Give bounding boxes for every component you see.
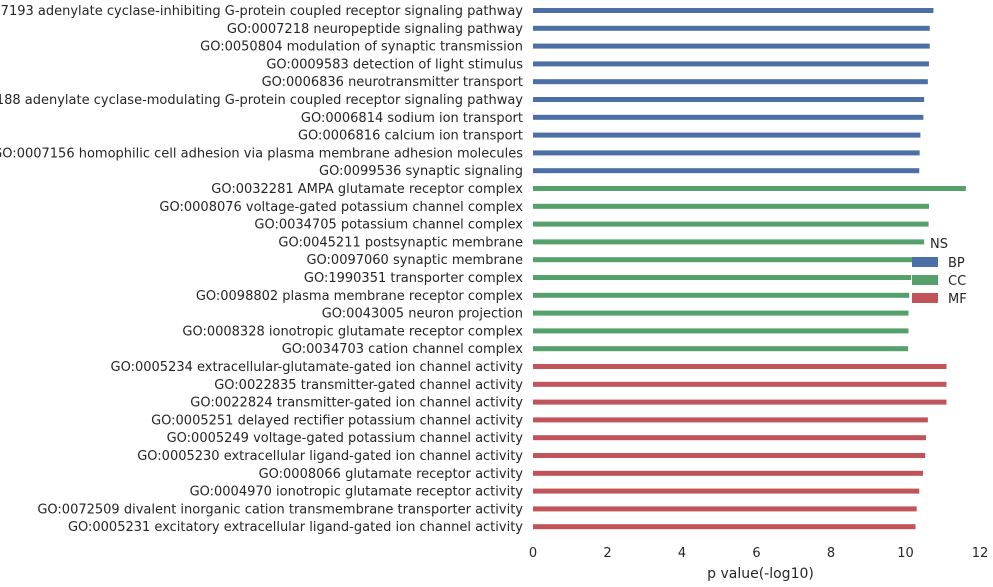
bar-bp (533, 132, 921, 138)
bar-bp (533, 8, 934, 13)
bar-mf (533, 453, 926, 458)
category-label: GO:0072509 divalent inorganic cation tra… (37, 502, 523, 517)
bar-bp (533, 114, 924, 120)
x-tick-label: 12 (972, 546, 989, 561)
bar-cc (533, 275, 912, 280)
bar-mf (533, 488, 920, 494)
category-label: GO:0007188 adenylate cyclase-modulating … (0, 93, 523, 108)
bar-bp (533, 79, 928, 85)
bar-cc (533, 203, 929, 209)
legend-label-bp: BP (948, 256, 965, 271)
x-tick-label: 8 (827, 546, 835, 561)
category-label: GO:0006814 sodium ion transport (301, 111, 523, 126)
bar-cc (533, 221, 929, 227)
category-label: GO:0005234 extracellular-glutamate-gated… (111, 360, 524, 375)
bar-cc (533, 239, 925, 245)
bar-bp (533, 97, 925, 102)
x-tick-label: 10 (897, 546, 914, 561)
category-label: GO:0005249 voltage-gated potassium chann… (167, 431, 524, 446)
bar-bp (533, 61, 929, 67)
x-axis-title: p value(-log10) (707, 566, 814, 582)
bar-cc (533, 292, 910, 298)
category-label: GO:0008066 glutamate receptor activity (259, 467, 524, 482)
x-axis-ticks: 0 2 4 6 8 10 12 (529, 546, 988, 561)
legend: NS BP CC MF (912, 237, 967, 307)
legend-title: NS (930, 237, 948, 252)
bar-bp (533, 25, 930, 31)
category-label: GO:0043005 neuron projection (322, 307, 523, 322)
category-label: GO:0007156 homophilic cell adhesion via … (0, 146, 523, 161)
category-label: GO:0005251 delayed rectifier potassium c… (151, 413, 523, 428)
bar-mf (533, 417, 928, 423)
category-label: GO:0005230 extracellular ligand-gated io… (137, 449, 523, 464)
legend-swatch-bp (912, 257, 938, 267)
category-label: GO:0006816 calcium ion transport (298, 129, 523, 144)
category-label: GO:0007218 neuropeptide signaling pathwa… (227, 22, 523, 37)
bars-layer (533, 8, 966, 530)
bar-mf (533, 399, 947, 405)
bar-mf (533, 381, 947, 387)
category-label: GO:0099536 synaptic signaling (319, 164, 523, 179)
category-label: GO:0006836 neurotransmitter transport (262, 75, 523, 90)
bar-bp (533, 43, 930, 49)
legend-label-mf: MF (948, 292, 967, 307)
x-tick-label: 6 (752, 546, 760, 561)
bar-mf (533, 506, 917, 512)
bar-cc (533, 328, 909, 334)
bar-bp (533, 168, 920, 174)
category-label: GO:0008328 ionotropic glutamate receptor… (182, 324, 523, 339)
category-label: GO:0050804 modulation of synaptic transm… (200, 40, 523, 55)
category-label: GO:0005231 excitatory extracellular liga… (68, 520, 523, 535)
category-label: GO:0009583 detection of light stimulus (266, 57, 523, 72)
bar-bp (533, 150, 920, 156)
category-label: GO:0098802 plasma membrane receptor comp… (196, 289, 523, 304)
legend-label-cc: CC (948, 274, 966, 289)
x-tick-label: 0 (529, 546, 537, 561)
legend-swatch-cc (912, 275, 938, 285)
category-label: GO:0022824 transmitter-gated ion channel… (190, 396, 523, 411)
x-tick-label: 2 (603, 546, 611, 561)
bar-mf (533, 435, 926, 441)
category-label: GO:0022835 transmitter-gated channel act… (214, 378, 523, 393)
category-label: GO:0097060 synaptic membrane (306, 253, 523, 268)
bar-mf (533, 470, 924, 476)
category-labels: GO:0007193 adenylate cyclase-inhibiting … (0, 4, 523, 535)
x-tick-label: 4 (678, 546, 686, 561)
bar-cc (533, 346, 909, 352)
bar-mf (533, 524, 916, 530)
bar-mf (533, 364, 947, 369)
category-label: GO:0008076 voltage-gated potassium chann… (159, 200, 523, 215)
legend-swatch-mf (912, 293, 938, 303)
bar-cc (533, 310, 909, 316)
bar-cc (533, 186, 966, 191)
category-label: GO:0032281 AMPA glutamate receptor compl… (211, 182, 523, 197)
category-label: GO:0004970 ionotropic glutamate receptor… (190, 485, 524, 500)
category-label: GO:0007193 adenylate cyclase-inhibiting … (0, 4, 523, 19)
bar-cc (533, 257, 913, 263)
category-label: GO:1990351 transporter complex (304, 271, 523, 286)
category-label: GO:0034705 potassium channel complex (254, 218, 523, 233)
category-label: GO:0034703 cation channel complex (282, 342, 524, 357)
category-label: GO:0045211 postsynaptic membrane (278, 235, 523, 250)
